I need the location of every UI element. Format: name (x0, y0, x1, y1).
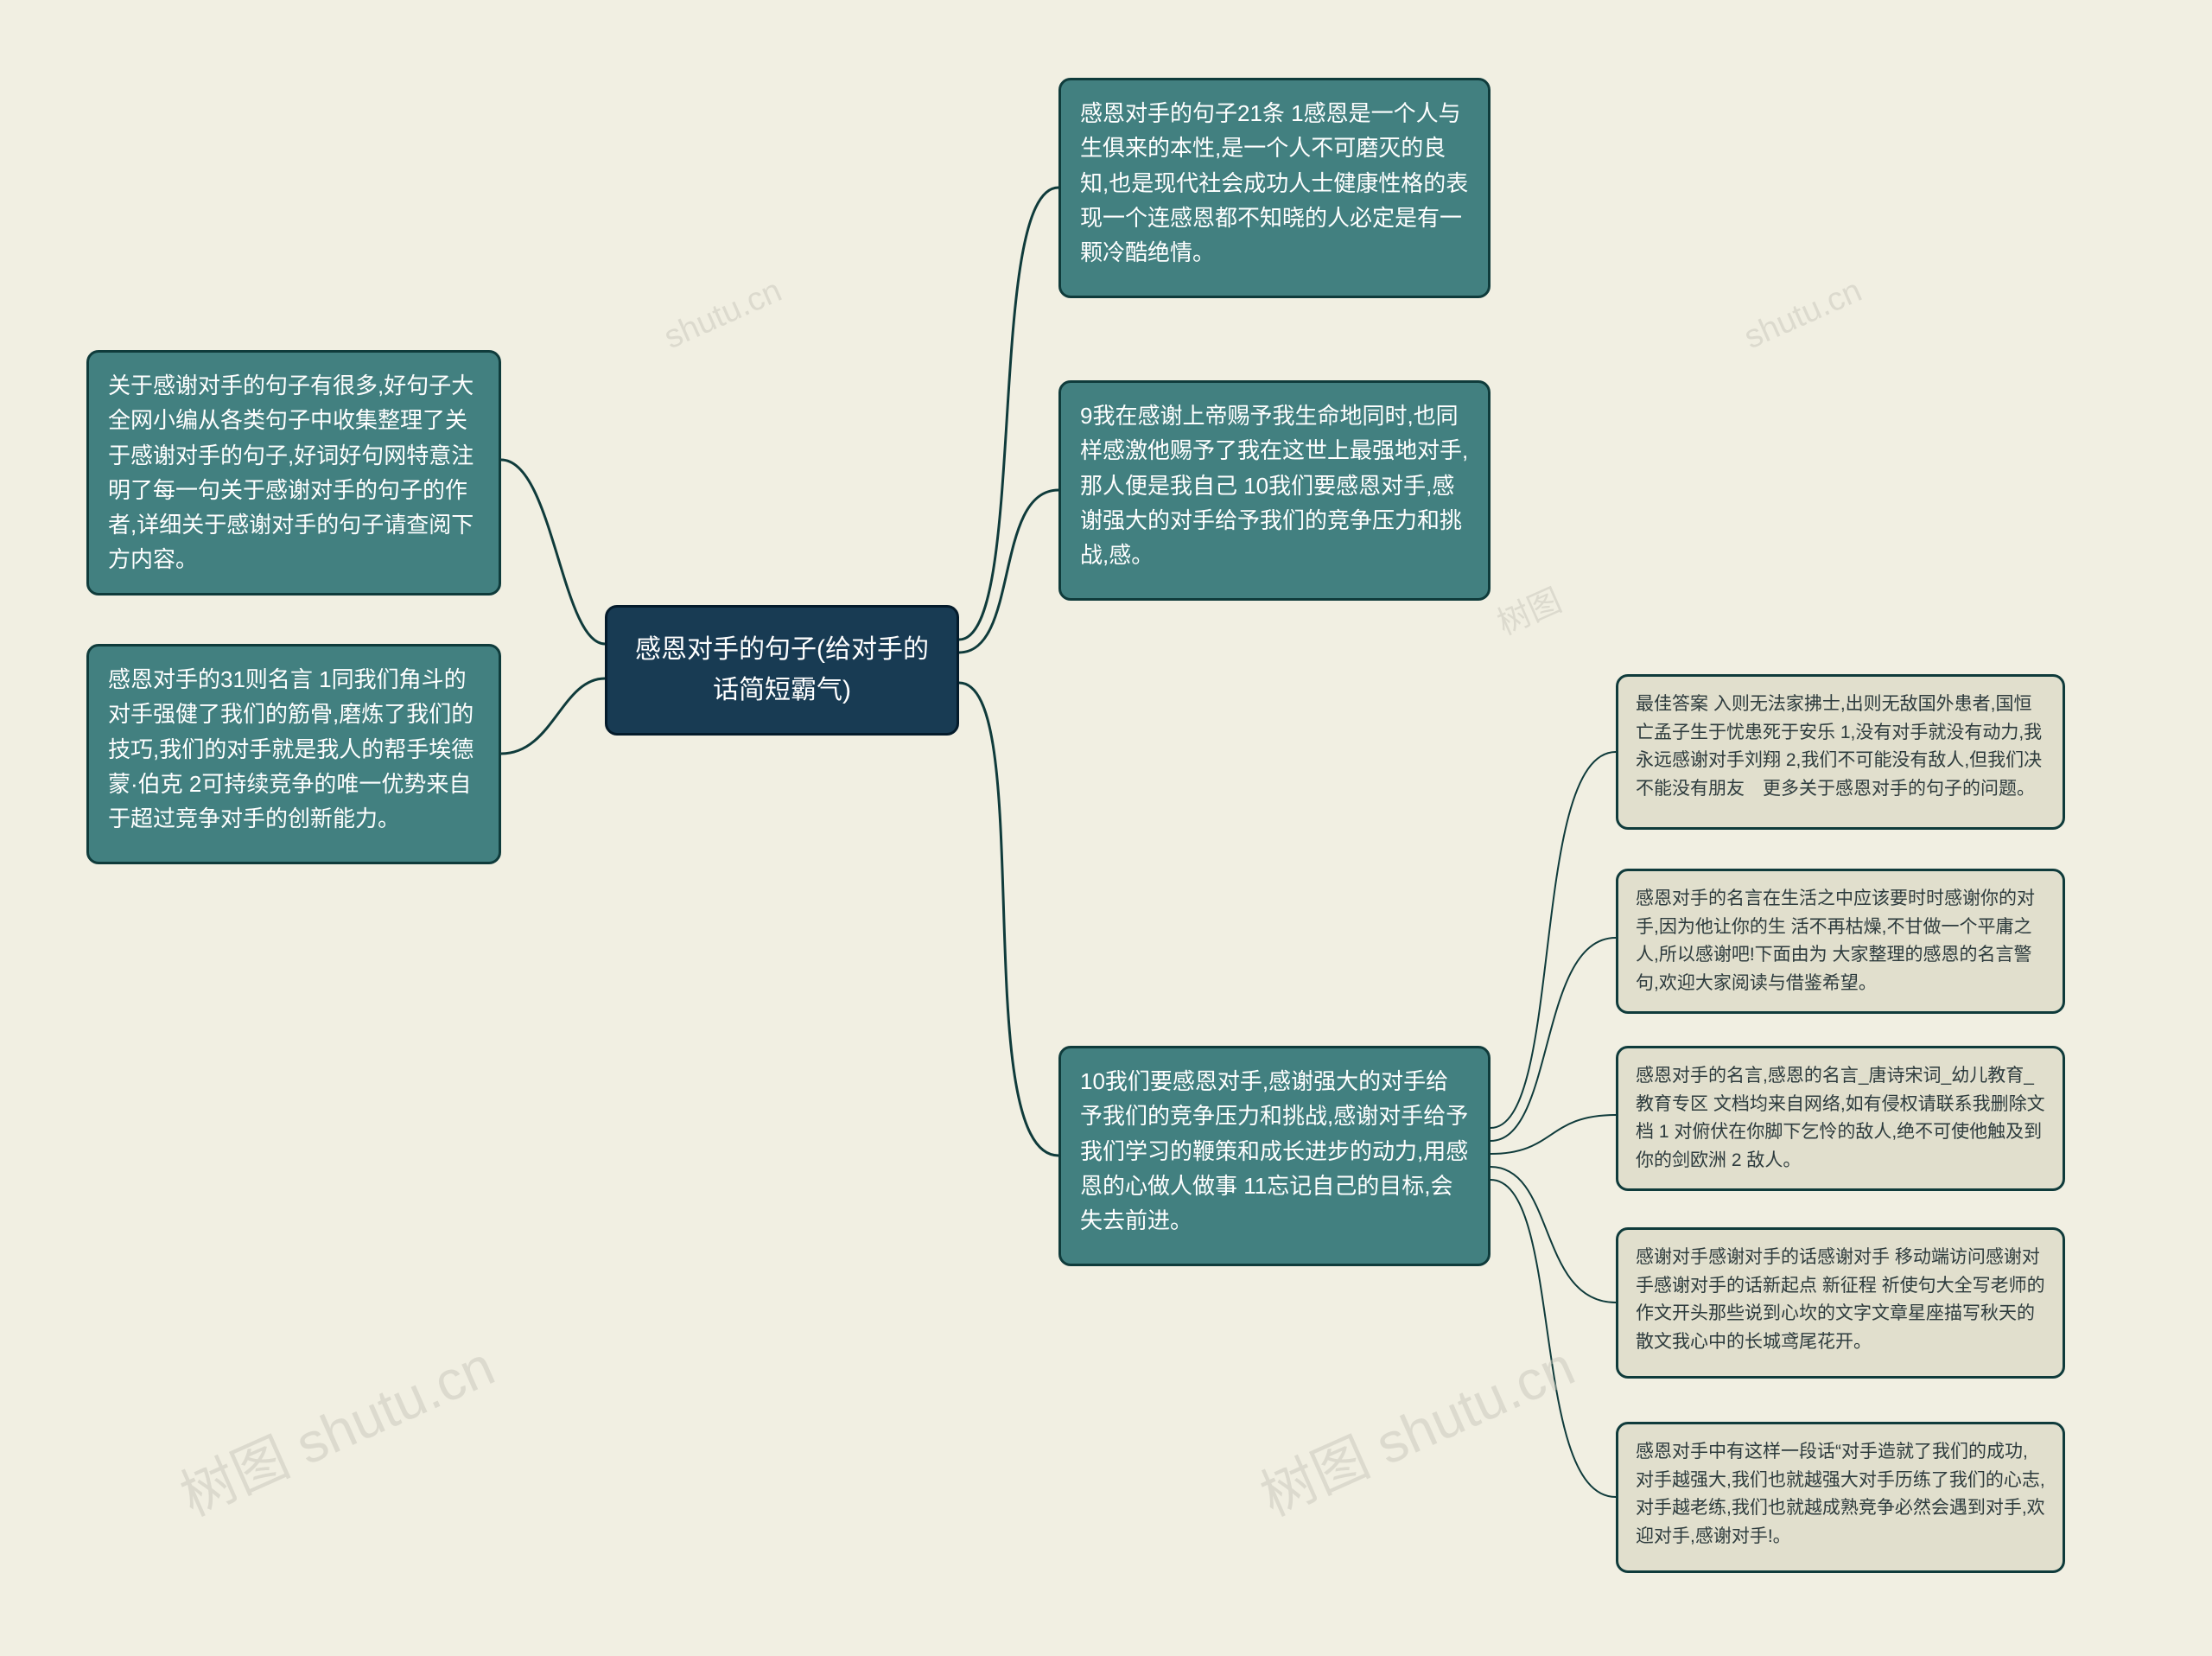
sub-node-sub5[interactable]: 感恩对手中有这样一段话“对手造就了我们的成功,对手越强大,我们也就越强大对手历练… (1616, 1422, 2065, 1573)
watermark: shutu.cn (1739, 272, 1868, 357)
watermark: shutu.cn (659, 272, 788, 357)
branch-node-left1[interactable]: 关于感谢对手的句子有很多,好句子大全网小编从各类句子中收集整理了关于感谢对手的句… (86, 350, 501, 596)
sub-node-sub1[interactable]: 最佳答案 入则无法家拂士,出则无敌国外患者,国恒亡孟子生于忧患死于安乐 1,没有… (1616, 674, 2065, 830)
watermark: 树图 (1489, 574, 1568, 644)
sub-node-sub3[interactable]: 感恩对手的名言,感恩的名言_唐诗宋词_幼儿教育_教育专区 文档均来自网络,如有侵… (1616, 1046, 2065, 1191)
edge (501, 460, 605, 644)
edge (959, 683, 1058, 1156)
edge (1491, 1167, 1616, 1303)
edge (1491, 938, 1616, 1141)
edge (1491, 752, 1616, 1128)
branch-node-right1[interactable]: 感恩对手的句子21条 1感恩是一个人与生俱来的本性,是一个人不可磨灭的良知,也是… (1058, 78, 1491, 298)
edge (501, 678, 605, 754)
sub-node-sub4[interactable]: 感谢对手感谢对手的话感谢对手 移动端访问感谢对手感谢对手的话新起点 新征程 祈使… (1616, 1227, 2065, 1379)
branch-node-right3[interactable]: 10我们要感恩对手,感谢强大的对手给予我们的竞争压力和挑战,感谢对手给予我们学习… (1058, 1046, 1491, 1266)
branch-node-left2[interactable]: 感恩对手的31则名言 1同我们角斗的对手强健了我们的筋骨,磨炼了我们的技巧,我们… (86, 644, 501, 864)
watermark: 树图 shutu.cn (1247, 1322, 1586, 1532)
branch-node-right2[interactable]: 9我在感谢上帝赐予我生命地同时,也同样感激他赐予了我在这世上最强地对手,那人便是… (1058, 380, 1491, 601)
edge (1491, 1115, 1616, 1154)
root-node[interactable]: 感恩对手的句子(给对手的话简短霸气) (605, 605, 959, 736)
edge (959, 490, 1058, 653)
watermark: 树图 shutu.cn (167, 1322, 505, 1532)
mindmap-canvas: shutu.cn shutu.cn 树图树图 shutu.cn 树图 shutu.cn… (0, 0, 2212, 1656)
sub-node-sub2[interactable]: 感恩对手的名言在生活之中应该要时时感谢你的对手,因为他让你的生 活不再枯燥,不甘… (1616, 869, 2065, 1014)
edge (1491, 1180, 1616, 1497)
edge (959, 188, 1058, 640)
